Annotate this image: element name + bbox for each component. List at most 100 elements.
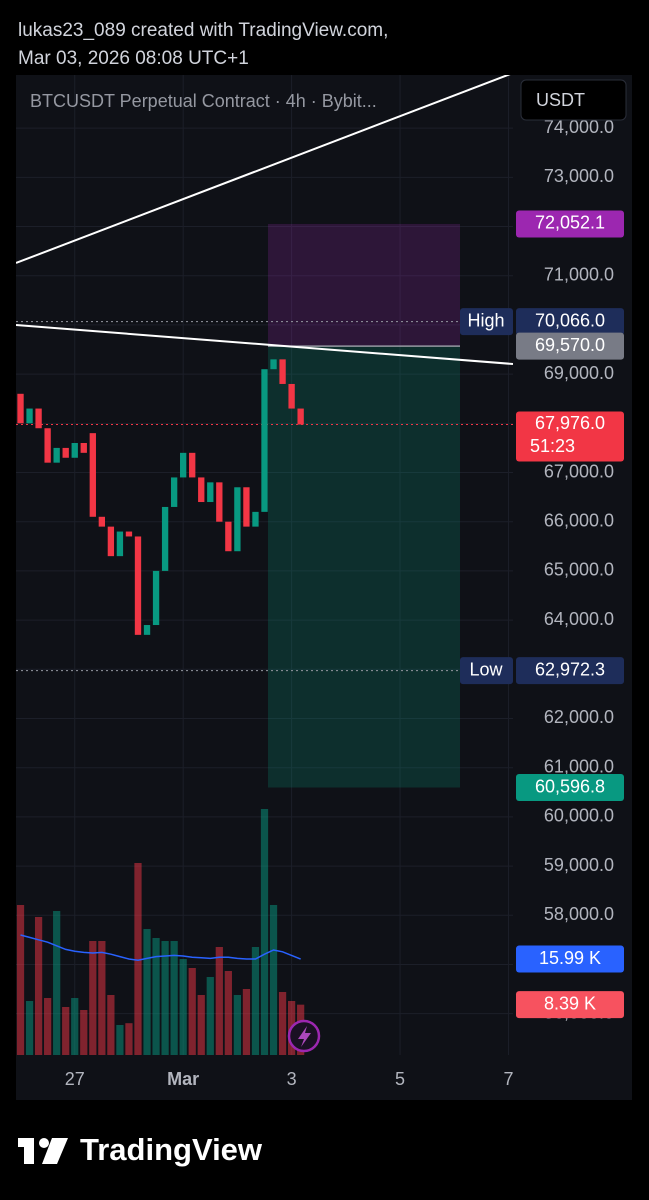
volume-bar	[80, 1010, 88, 1055]
volume-bar	[89, 941, 97, 1055]
entry-label: 69,570.0	[535, 335, 605, 355]
volume-ma-label: 15.99 K	[539, 948, 601, 968]
y-tick-label: 60,000.0	[544, 806, 614, 826]
volume-bar	[215, 947, 223, 1055]
icon-bolt[interactable]	[298, 1026, 311, 1047]
high-label-box	[516, 308, 624, 336]
high-label: 70,066.0	[535, 310, 605, 330]
candle-body	[297, 408, 304, 425]
volume-bar	[251, 947, 260, 1055]
header-line: lukas23_089 created with TradingView.com…	[18, 20, 388, 41]
volume-bar	[98, 941, 106, 1055]
x-tick-label: 5	[395, 1069, 405, 1089]
candle-body	[161, 506, 169, 571]
currency-box[interactable]	[520, 79, 627, 121]
candles	[17, 359, 304, 635]
candle-body	[252, 511, 259, 527]
chart-panel	[16, 75, 632, 1100]
currency[interactable]: USDT	[536, 90, 585, 110]
price-labels: 72,052.1 70,066.0 69,570.0 60,596.8 62,972.3…	[460, 210, 624, 1019]
y-tick-label: 66,000.0	[544, 510, 614, 530]
y-tick-label: 71,000.0	[544, 264, 614, 284]
volume-bar	[44, 998, 52, 1055]
candle-body	[17, 393, 24, 424]
candle-body	[207, 482, 214, 503]
candle-body	[98, 516, 106, 527]
entry-label-box	[516, 332, 624, 360]
lightning-icon[interactable]	[287, 1019, 321, 1053]
candle-body	[243, 487, 250, 527]
volume-bar	[53, 911, 61, 1055]
y-tick-label: 74,000.0	[544, 117, 614, 137]
last-price: 67,976.0	[535, 413, 605, 433]
header-line: Mar 03, 2026 08:08 UTC+1	[18, 48, 249, 69]
volume-bar	[125, 1023, 133, 1055]
stop-label-box	[516, 774, 624, 802]
x-tick-label: Mar	[167, 1069, 199, 1089]
candle-body	[152, 570, 160, 626]
volume-label: 8.39 K	[544, 993, 596, 1013]
volume-bar	[179, 959, 187, 1055]
volume-bar	[134, 863, 142, 1055]
volume-bar	[224, 971, 232, 1055]
volume-bar	[71, 998, 79, 1055]
candle-body	[216, 482, 223, 522]
candle-body	[26, 408, 33, 424]
y-tick-label: 73,000.0	[544, 166, 614, 186]
logo-part	[39, 1138, 49, 1148]
candle-body	[80, 442, 87, 453]
candle-body	[170, 477, 178, 507]
candle-body	[71, 442, 78, 458]
candle-body	[279, 359, 286, 384]
candle-body	[143, 625, 151, 635]
last-price-box	[516, 411, 624, 462]
candle-body	[44, 428, 51, 463]
tag: Low	[469, 659, 503, 679]
y-tick-label: 59,000.0	[544, 855, 614, 875]
candle-body	[89, 433, 96, 517]
stop-zone	[268, 346, 460, 788]
volume-label-box	[516, 991, 624, 1019]
candle-body	[189, 452, 196, 478]
volume-bar	[25, 1001, 34, 1055]
candle-body	[62, 447, 69, 458]
logo-part	[42, 1138, 68, 1164]
y-tick-label: 65,000.0	[544, 560, 614, 580]
candle-body	[180, 452, 187, 478]
volume-bar	[188, 968, 196, 1055]
volume-bar	[62, 1007, 70, 1055]
y-tick-label: 62,000.0	[544, 707, 614, 727]
y-tick-label: 69,000.0	[544, 363, 614, 383]
logo	[18, 1138, 68, 1164]
trend-line	[16, 324, 513, 365]
x-tick-label: 27	[65, 1069, 85, 1089]
x-tick-label: 7	[503, 1069, 513, 1089]
volume-bar	[197, 995, 205, 1055]
y-tick-label: 58,000.0	[544, 904, 614, 924]
tag: High	[467, 310, 504, 330]
volume-bar	[233, 995, 242, 1055]
countdown: 51:23	[530, 436, 575, 456]
trend-line	[16, 75, 511, 264]
y-tick-label: 64,000.0	[544, 609, 614, 629]
volume-bar	[269, 905, 278, 1055]
candle-body	[107, 526, 115, 557]
volume-bar	[161, 941, 169, 1055]
low-label-box	[516, 657, 624, 685]
volume-bar	[34, 917, 43, 1055]
tag-box	[460, 657, 513, 685]
candle-body	[225, 521, 232, 552]
volume-bar	[16, 905, 25, 1055]
volume-bar	[170, 941, 178, 1055]
volume-bar	[152, 938, 160, 1055]
candle-body	[261, 369, 268, 512]
stop-label: 60,596.8	[535, 776, 605, 796]
chart-title: BTCUSDT Perpetual Contract · 4h · Bybit.…	[30, 91, 377, 111]
tag-box	[460, 308, 513, 336]
volume-bar	[260, 809, 269, 1055]
volume-bar	[242, 989, 251, 1055]
y-tick-label: 67,000.0	[544, 461, 614, 481]
logo-part	[24, 1138, 34, 1164]
